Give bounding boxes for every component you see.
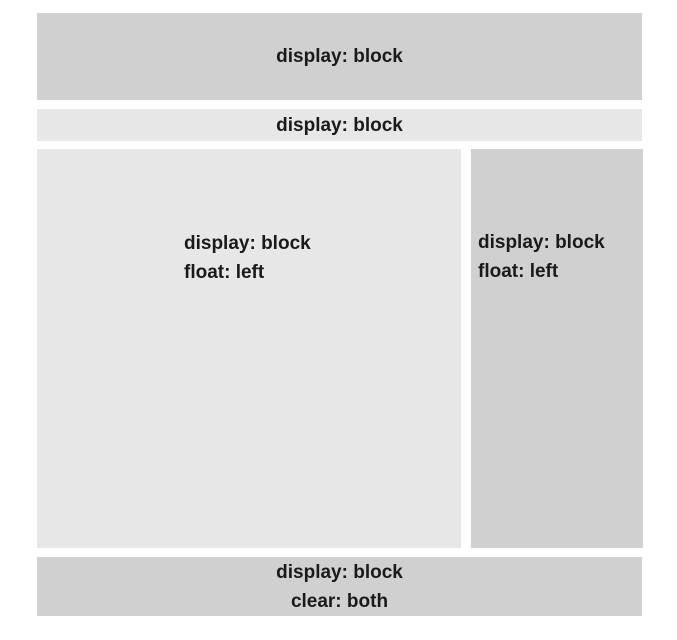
header-block: display: block <box>37 13 642 100</box>
header-display-label: display: block <box>276 46 403 67</box>
footer-clear-block: display: block clear: both <box>37 557 642 616</box>
footer-clear-label: clear: both <box>290 590 389 612</box>
sidebar-block-text: display: block float: left <box>478 228 605 286</box>
main-block-text: display: block float: left <box>184 229 311 287</box>
nav-display-label: display: block <box>276 114 403 136</box>
nav-block: display: block <box>37 109 642 141</box>
sidebar-float-label: float: left <box>478 261 559 282</box>
main-float-label: float: left <box>184 262 265 283</box>
footer-display-label: display: block <box>276 561 403 583</box>
sidebar-display-label: display: block <box>478 232 605 253</box>
sidebar-float-block: display: block float: left <box>471 149 643 548</box>
main-float-block: display: block float: left <box>37 149 461 548</box>
main-display-label: display: block <box>184 233 311 254</box>
